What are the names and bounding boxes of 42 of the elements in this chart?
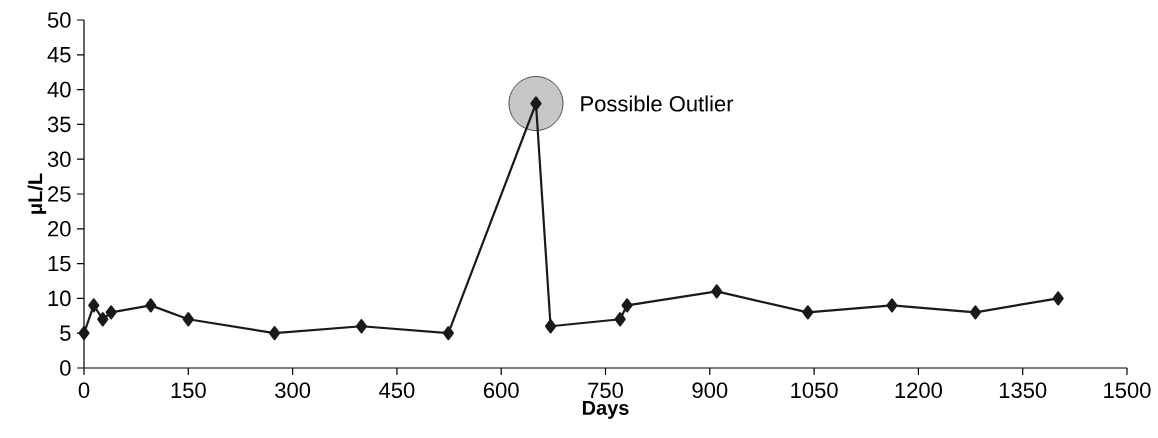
y-tick-label: 35 (47, 116, 71, 133)
point (268, 326, 281, 341)
annotation: Possible Outlier (581, 95, 734, 112)
x-tick-label: 150 (171, 382, 206, 399)
y-tick-label: 45 (47, 47, 71, 63)
y-tick-label: 40 (47, 81, 71, 98)
point (886, 298, 898, 313)
y-axis-title: μL/L (27, 173, 47, 214)
x-tick-label: 600 (483, 382, 519, 399)
x-tick-label: 900 (692, 382, 728, 399)
x-tick-label: 0 (78, 382, 90, 399)
x-tick-label: 1050 (791, 382, 838, 399)
y-tick-label: 0 (60, 360, 71, 376)
y-tick-label: 15 (48, 255, 71, 272)
point (614, 312, 626, 327)
point (802, 305, 814, 320)
x-tick-label: 1500 (1104, 382, 1151, 399)
x-tick-label: 750 (588, 382, 623, 399)
point (182, 312, 194, 327)
point (621, 298, 633, 313)
x-tick-label: 300 (275, 382, 311, 399)
y-tick-label: 5 (60, 325, 71, 341)
y-tick-label: 20 (48, 220, 71, 237)
point (355, 319, 368, 334)
point (88, 298, 100, 313)
x-tick-label: 1200 (895, 382, 942, 399)
x-tick-label: 1350 (999, 382, 1047, 399)
x-tick-label: 450 (379, 382, 415, 399)
point (145, 298, 157, 313)
x-axis-title: Days (582, 400, 629, 419)
point (97, 312, 109, 327)
y-tick-label: 25 (48, 186, 71, 202)
point (969, 305, 982, 320)
y-tick-label: 30 (47, 151, 71, 167)
point (1052, 291, 1064, 306)
y-tick-label: 10 (48, 290, 71, 307)
point (105, 305, 117, 320)
point (544, 319, 557, 334)
point (711, 284, 723, 299)
y-tick-label: 50 (47, 12, 71, 28)
point (78, 326, 90, 341)
point (442, 326, 454, 341)
